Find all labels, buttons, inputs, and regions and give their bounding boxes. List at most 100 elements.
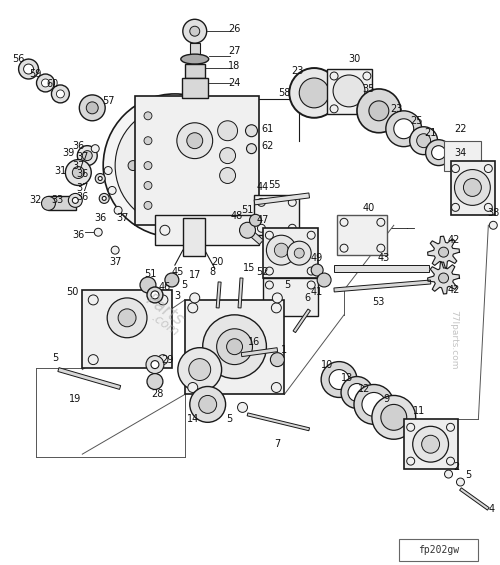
Circle shape — [220, 147, 236, 164]
Circle shape — [92, 145, 99, 153]
Bar — [264, 228, 318, 278]
Polygon shape — [460, 488, 489, 510]
Polygon shape — [244, 226, 264, 245]
Circle shape — [188, 383, 198, 393]
Circle shape — [189, 359, 210, 380]
Circle shape — [330, 72, 338, 80]
Text: 5: 5 — [52, 353, 59, 363]
Circle shape — [82, 151, 92, 160]
Circle shape — [99, 193, 109, 203]
Bar — [327, 69, 372, 114]
Text: 38: 38 — [487, 208, 500, 218]
Polygon shape — [242, 347, 278, 357]
Circle shape — [144, 112, 152, 120]
Text: 41: 41 — [311, 287, 324, 297]
Text: 19: 19 — [69, 394, 82, 405]
Circle shape — [307, 281, 315, 289]
Circle shape — [144, 162, 152, 169]
Circle shape — [272, 293, 282, 303]
Circle shape — [363, 105, 371, 113]
Circle shape — [432, 146, 446, 159]
Circle shape — [406, 457, 414, 465]
Circle shape — [369, 101, 389, 121]
Bar — [399, 539, 478, 560]
Text: 5: 5 — [466, 470, 471, 480]
Text: 3: 3 — [175, 291, 181, 301]
Circle shape — [94, 228, 102, 236]
Text: 61: 61 — [262, 124, 274, 134]
Circle shape — [42, 79, 50, 87]
Circle shape — [144, 201, 152, 210]
Circle shape — [290, 68, 339, 118]
Bar — [337, 215, 387, 255]
Text: 37: 37 — [76, 151, 88, 162]
Text: 22: 22 — [454, 124, 466, 134]
Circle shape — [381, 405, 406, 431]
Bar — [82, 290, 172, 368]
Polygon shape — [58, 368, 120, 389]
Bar — [444, 141, 482, 171]
Circle shape — [422, 435, 440, 453]
Text: 37: 37 — [109, 257, 122, 267]
Text: 2: 2 — [454, 462, 460, 472]
Text: 20: 20 — [212, 257, 224, 267]
Text: 31: 31 — [54, 166, 66, 176]
Text: 13: 13 — [341, 372, 353, 383]
Circle shape — [246, 144, 256, 154]
Circle shape — [307, 267, 315, 275]
Circle shape — [78, 146, 97, 166]
Text: 12: 12 — [358, 384, 370, 394]
Circle shape — [187, 133, 202, 149]
Circle shape — [216, 329, 252, 364]
Circle shape — [104, 167, 112, 175]
Text: 43: 43 — [378, 253, 390, 263]
Text: 4: 4 — [488, 504, 494, 514]
Text: 59: 59 — [30, 69, 42, 79]
Text: 57: 57 — [102, 96, 115, 106]
Text: 45: 45 — [172, 267, 184, 277]
Text: 42: 42 — [448, 285, 460, 295]
Text: 40: 40 — [363, 203, 375, 214]
Text: 35: 35 — [362, 84, 375, 94]
Circle shape — [42, 197, 56, 210]
Circle shape — [212, 160, 222, 171]
Circle shape — [140, 277, 156, 293]
Circle shape — [118, 309, 136, 327]
Circle shape — [377, 218, 385, 226]
Bar — [155, 215, 260, 245]
Circle shape — [266, 267, 274, 275]
Text: 52: 52 — [256, 267, 268, 277]
Circle shape — [220, 168, 236, 184]
Text: 14: 14 — [186, 414, 199, 424]
Circle shape — [114, 206, 122, 214]
Circle shape — [147, 287, 163, 303]
Circle shape — [340, 244, 348, 252]
Circle shape — [250, 214, 262, 226]
Circle shape — [288, 241, 311, 265]
Text: 32: 32 — [30, 195, 42, 206]
Circle shape — [270, 353, 284, 367]
Circle shape — [438, 273, 448, 283]
Bar — [264, 278, 318, 316]
Text: 11: 11 — [412, 406, 425, 416]
Text: 6: 6 — [304, 293, 310, 303]
Circle shape — [454, 170, 490, 205]
Circle shape — [103, 94, 247, 237]
Circle shape — [95, 173, 105, 184]
Bar — [185, 300, 284, 394]
Circle shape — [394, 119, 413, 138]
Polygon shape — [254, 193, 310, 205]
Circle shape — [354, 385, 394, 424]
Circle shape — [165, 273, 179, 287]
Circle shape — [452, 164, 460, 172]
Circle shape — [108, 186, 116, 194]
Polygon shape — [428, 236, 460, 268]
Circle shape — [218, 121, 238, 141]
Circle shape — [438, 247, 448, 257]
Circle shape — [190, 26, 200, 36]
Text: 37: 37 — [116, 214, 128, 223]
Circle shape — [24, 64, 34, 74]
Circle shape — [452, 203, 460, 211]
Text: 10: 10 — [321, 359, 333, 370]
Circle shape — [406, 423, 414, 431]
